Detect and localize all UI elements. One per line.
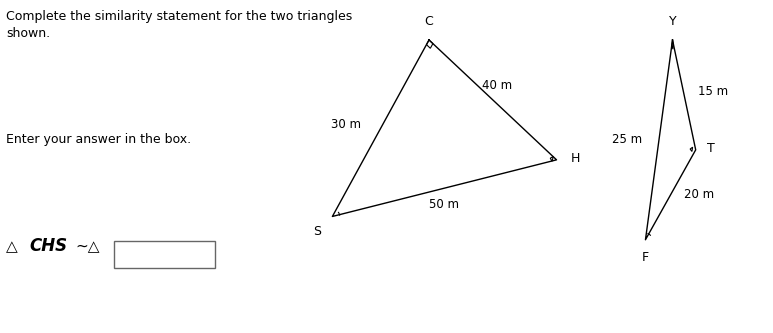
Text: T: T [707, 142, 715, 155]
Text: Y: Y [669, 15, 676, 28]
Text: C: C [424, 15, 434, 28]
Text: ~△: ~△ [76, 239, 100, 254]
Text: 25 m: 25 m [612, 133, 642, 147]
Text: 40 m: 40 m [482, 79, 512, 92]
Bar [114, 241, 215, 268]
Text: △: △ [6, 239, 23, 254]
Text: 15 m: 15 m [698, 85, 728, 98]
Text: F: F [642, 251, 649, 264]
Text: 20 m: 20 m [685, 188, 714, 201]
Text: CHS: CHS [29, 237, 67, 255]
Text: Enter your answer in the box.: Enter your answer in the box. [6, 133, 191, 146]
Text: Complete the similarity statement for the two triangles
shown.: Complete the similarity statement for th… [6, 10, 352, 40]
Text: 50 m: 50 m [430, 198, 459, 211]
Text: 30 m: 30 m [332, 118, 362, 132]
Text: S: S [313, 225, 321, 238]
Text: H: H [570, 152, 580, 165]
